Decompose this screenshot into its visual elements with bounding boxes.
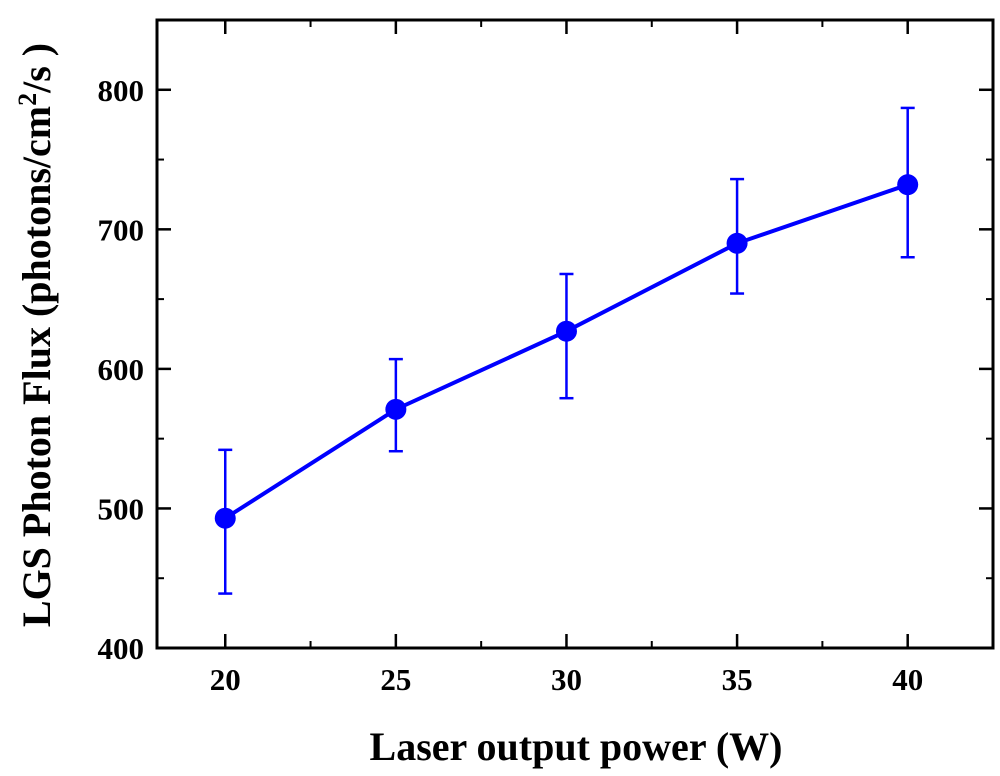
y-axis-title-tail: /s ) (14, 43, 59, 94)
data-point (385, 398, 407, 420)
data-point (214, 507, 236, 529)
y-tick-label: 700 (98, 212, 145, 247)
y-axis-title: LGS Photon Flux (photons/cm2/s ) (13, 43, 59, 627)
data-point (555, 320, 577, 342)
y-axis-title-main: LGS Photon Flux (photons/cm (14, 106, 59, 627)
x-tick-label: 25 (380, 662, 411, 697)
y-tick-label: 800 (98, 73, 145, 108)
data-point (897, 174, 919, 196)
y-tick-label: 400 (98, 631, 145, 666)
x-tick-label: 30 (551, 662, 582, 697)
x-tick-label: 40 (892, 662, 923, 697)
y-tick-label: 600 (98, 352, 145, 387)
x-tick-label: 35 (722, 662, 753, 697)
plot-frame (155, 18, 995, 650)
y-axis-title-superscript: 2 (13, 93, 42, 106)
x-tick-label: 20 (210, 662, 241, 697)
x-axis-title: Laser output power (W) (370, 724, 783, 769)
data-point (726, 232, 748, 254)
y-tick-label: 500 (98, 491, 145, 526)
